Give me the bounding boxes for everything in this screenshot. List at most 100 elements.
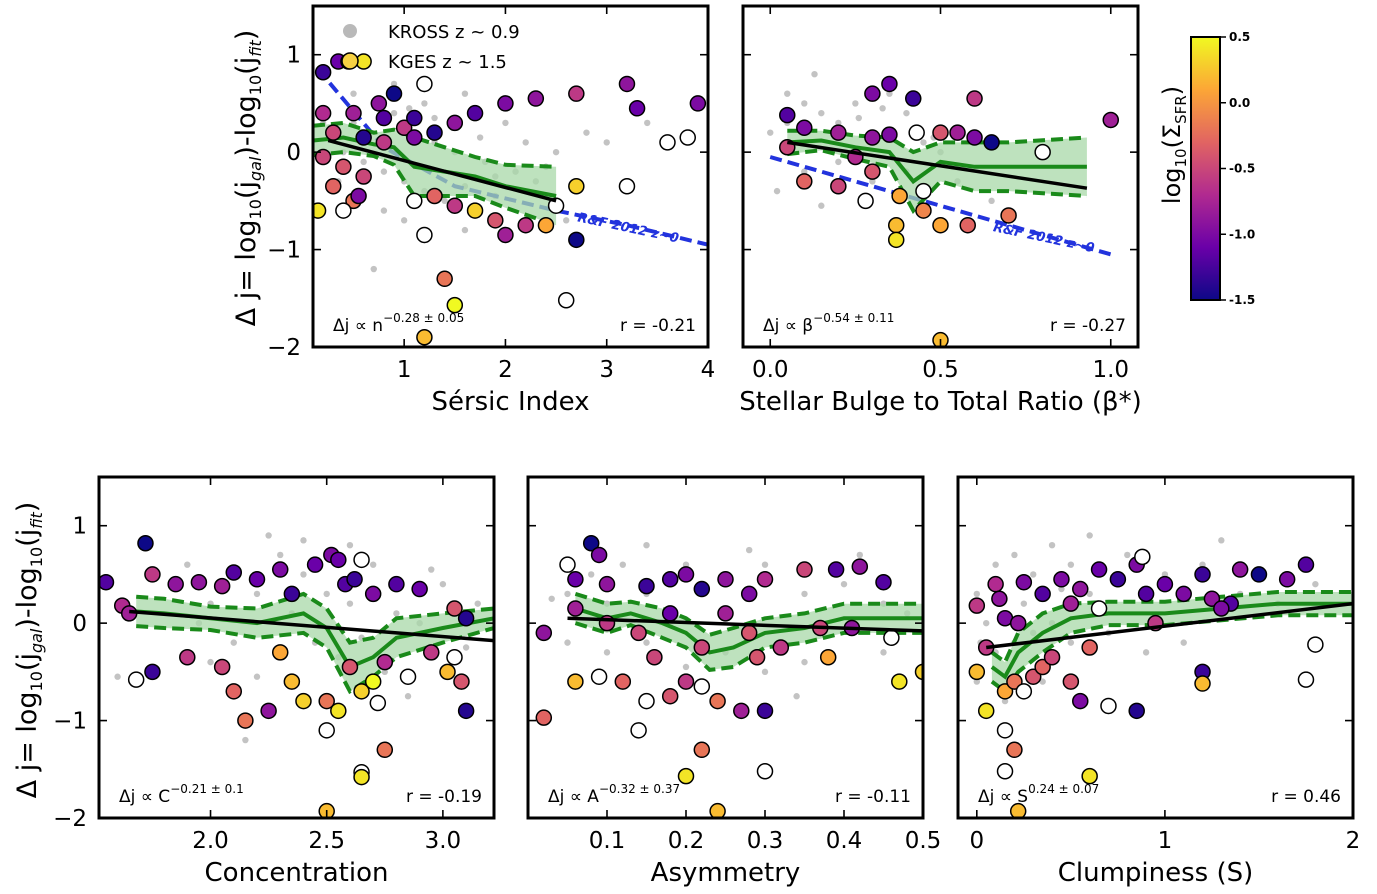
kges-point (190, 573, 208, 591)
kges-point (423, 644, 440, 661)
kges-point (330, 551, 347, 569)
median-band (787, 130, 1087, 211)
x-tick-label: 1 (1158, 828, 1173, 854)
median-band (313, 122, 557, 226)
kges-point (1015, 683, 1033, 700)
kross-point (474, 600, 481, 607)
kross-point (380, 168, 388, 175)
plot-area: R&F 2012 z~0 (313, 53, 708, 346)
median-upper (990, 590, 1353, 666)
panel-clumpiness: 0 1 2 Clumpiness (S) Δj ∝ S0.24 ± 0.07 r = 0.… (956, 475, 1361, 888)
kges-point (517, 216, 534, 234)
kross-point (369, 561, 377, 568)
kges-point (1006, 741, 1023, 759)
kges-point (406, 109, 423, 127)
kges-point (1000, 207, 1017, 224)
median-line (990, 601, 1353, 680)
legend-kges-marker (341, 52, 359, 70)
kross-point (773, 187, 781, 195)
kges-point (968, 663, 986, 681)
kges-point (568, 85, 585, 102)
kross-point (564, 639, 571, 646)
kges-point (436, 270, 453, 288)
kross-point (856, 551, 863, 559)
kges-point (364, 585, 382, 603)
kross-point (983, 619, 990, 627)
x-tick-label: 0.3 (747, 828, 784, 854)
kross-point (462, 644, 470, 651)
kges-point (905, 90, 922, 107)
kges-point (557, 291, 575, 309)
kges-point (416, 329, 433, 346)
kges-point (630, 624, 647, 642)
kges-point (717, 571, 734, 588)
median-lower (574, 621, 923, 672)
fit-annotation: Δj ∝ β−0.54 ± 0.11 (763, 311, 894, 336)
kges-point (295, 692, 312, 710)
kross-point (346, 600, 354, 607)
kges-point (1072, 692, 1089, 710)
kges-point (598, 575, 616, 593)
kges-point (457, 702, 475, 720)
x-tick-label: 0.5 (922, 357, 959, 383)
kross-point (1067, 561, 1075, 568)
kges-point (453, 673, 470, 690)
kges-point (983, 134, 1000, 151)
kross-point (886, 90, 893, 97)
x-axis-label: Sérsic Index (431, 387, 589, 417)
kges-point (987, 575, 1004, 593)
kges-point (628, 100, 646, 117)
kges-point (1102, 111, 1120, 129)
kross-point (835, 158, 842, 166)
kross-point (855, 114, 862, 122)
kross-point (603, 139, 610, 146)
kges-point (1137, 585, 1155, 603)
kges-point (446, 197, 464, 214)
kross-point (1312, 580, 1319, 588)
kross-point (879, 105, 886, 112)
kges-point (582, 535, 600, 552)
kross-point (380, 207, 388, 214)
kges-point (167, 575, 184, 593)
kross-point (643, 639, 650, 646)
x-tick-label: 2 (1346, 828, 1361, 854)
kges-point (487, 212, 504, 229)
kross-point (400, 217, 408, 224)
median-lower (787, 148, 1088, 214)
kges-point (376, 741, 394, 759)
fit-line (787, 140, 1088, 190)
kges-point (966, 90, 983, 107)
kges-point (314, 148, 332, 166)
kges-point (932, 124, 949, 141)
kges-point (740, 624, 758, 642)
kross-point (784, 90, 791, 97)
fit-annotation: Δj ∝ C−0.21 ± 0.1 (119, 782, 244, 807)
kges-point (497, 226, 514, 244)
kross-point (300, 537, 307, 544)
kges-point (1043, 648, 1061, 666)
kross-point (1124, 551, 1131, 559)
kross-point (973, 678, 981, 685)
kross-point (767, 129, 774, 136)
colorbar-title: log10(ΣSFR) (1158, 86, 1190, 204)
kross-point (548, 595, 555, 602)
kross-point (564, 590, 571, 598)
kross-point (801, 658, 808, 666)
kross-point (903, 109, 910, 117)
kross-point (346, 542, 354, 549)
kges-point (857, 192, 874, 210)
kges-point (341, 658, 359, 676)
kges-point (1194, 566, 1211, 583)
kges-point (559, 556, 576, 573)
x-axis-label: Clumpiness (S) (1058, 858, 1254, 888)
kross-point (793, 693, 800, 700)
x-tick-label: 2.0 (192, 828, 229, 854)
kross-point (439, 580, 447, 588)
kross-point (835, 119, 842, 127)
kross-point (350, 90, 357, 97)
kross-point (230, 639, 237, 646)
x-tick-label: 0 (969, 828, 984, 854)
x-axis-label: Stellar Bulge to Total Ratio (β*) (739, 387, 1142, 417)
kges-point (1128, 702, 1145, 720)
